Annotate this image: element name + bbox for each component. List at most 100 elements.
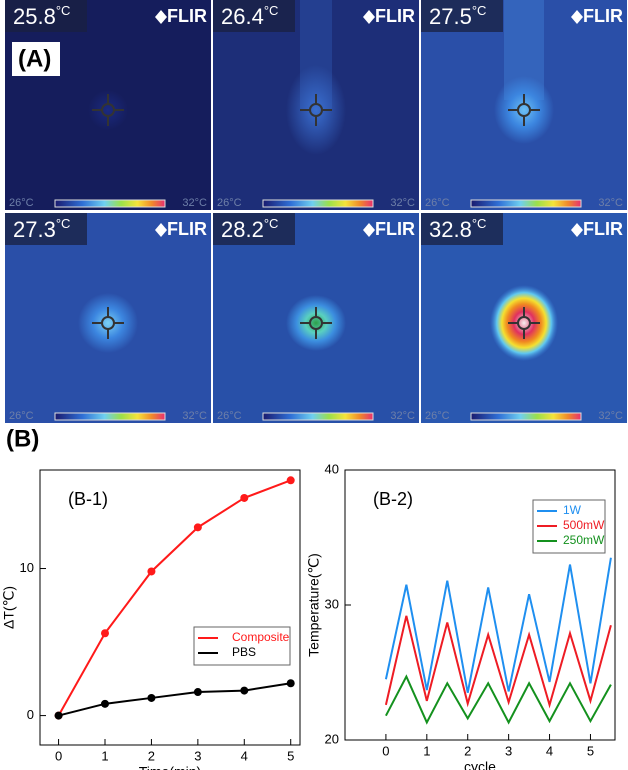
panel-label: (B) — [6, 425, 39, 452]
plot-frame — [39, 469, 301, 746]
flir-logo: FLIR — [375, 219, 415, 239]
x-tick-label: 2 — [148, 748, 155, 763]
temperature-reading: 32.8°C — [429, 216, 486, 241]
data-point — [240, 686, 249, 695]
flir-icon — [155, 223, 167, 237]
data-point — [193, 523, 202, 532]
crosshair — [508, 94, 540, 126]
crosshair — [300, 94, 332, 126]
reading-unit: °C — [56, 216, 71, 231]
y-tick-label: 40 — [325, 461, 339, 476]
flir-logo: FLIR — [583, 6, 623, 26]
reading-value: 27.5 — [429, 4, 472, 29]
chart-title: (B-1) — [68, 489, 108, 509]
scale-max: 32°C — [598, 197, 623, 209]
scale-min: 26°C — [9, 410, 34, 422]
data-point — [240, 493, 249, 502]
reading-unit: °C — [264, 3, 279, 18]
data-point — [54, 711, 63, 720]
panel-label: (A) — [18, 45, 51, 72]
reading-box — [5, 213, 87, 245]
data-point — [286, 679, 295, 688]
temperature-reading: 28.2°C — [221, 216, 278, 241]
x-tick-label: 2 — [464, 743, 471, 758]
hot-spot — [88, 90, 128, 130]
series-line — [57, 479, 292, 717]
series-line — [385, 674, 612, 725]
reading-box — [421, 0, 503, 32]
y-axis-label: Temperature(℃) — [306, 553, 322, 657]
hot-spot — [286, 295, 346, 351]
x-tick-label: 1 — [423, 743, 430, 758]
crosshair — [508, 307, 540, 339]
hot-spot — [286, 65, 346, 155]
legend-label: 500mW — [563, 518, 605, 532]
flir-logo: FLIR — [375, 6, 415, 26]
scale-min: 26°C — [217, 197, 242, 209]
flir-icon — [571, 10, 583, 24]
reading-unit: °C — [472, 3, 487, 18]
data-point — [147, 567, 156, 576]
flir-icon — [571, 223, 583, 237]
flir-logo: FLIR — [583, 219, 623, 239]
data-point — [193, 688, 202, 697]
scale-max: 32°C — [598, 410, 623, 422]
label-box — [12, 42, 60, 76]
crosshair — [92, 307, 124, 339]
color-bar — [262, 199, 374, 208]
series-line — [384, 615, 612, 709]
reading-value: 32.8 — [429, 217, 472, 242]
chart-title: (B-2) — [373, 489, 413, 509]
flir-icon — [155, 10, 167, 24]
data-point — [101, 629, 109, 638]
thermal-image: 32.8°C FLIR 26°C 32°C — [421, 213, 627, 423]
y-tick-label: 10 — [20, 560, 34, 575]
x-tick-label: 5 — [587, 743, 594, 758]
x-axis-label: cycle — [464, 759, 496, 770]
thermal-image: 25.8°C FLIR 26°C 32°C — [5, 0, 211, 210]
hot-spot — [494, 76, 554, 144]
legend-box — [193, 626, 291, 666]
legend-label: Composite — [232, 630, 290, 644]
reading-unit: °C — [56, 3, 71, 18]
temperature-reading: 26.4°C — [221, 3, 278, 28]
reading-value: 27.3 — [13, 217, 56, 242]
x-axis-label: Time(min) — [139, 764, 201, 770]
temperature-reading: 27.3°C — [13, 216, 70, 241]
x-tick-label: 1 — [101, 748, 108, 763]
crosshair — [92, 94, 124, 126]
scale-max: 32°C — [182, 410, 207, 422]
series-line — [384, 557, 612, 693]
hot-spot — [490, 285, 558, 361]
x-tick-label: 3 — [194, 748, 201, 763]
flir-logo: FLIR — [167, 6, 207, 26]
reading-box — [421, 213, 503, 245]
x-tick-label: 0 — [55, 748, 62, 763]
y-tick-label: 30 — [325, 596, 339, 611]
x-tick-label: 0 — [382, 743, 389, 758]
reading-box — [213, 213, 295, 245]
flir-logo: FLIR — [167, 219, 207, 239]
x-tick-label: 5 — [287, 748, 294, 763]
data-point — [101, 699, 109, 708]
flir-icon — [363, 223, 375, 237]
thermal-image: 26.4°C FLIR 26°C 32°C — [213, 0, 419, 210]
series-line — [58, 682, 291, 717]
x-tick-label: 3 — [505, 743, 512, 758]
thermal-image: 27.5°C FLIR 26°C 32°C — [421, 0, 627, 210]
thermal-image: 27.3°C FLIR 26°C 32°C — [5, 213, 211, 423]
thermal-image: 28.2°C FLIR 26°C 32°C — [213, 213, 419, 423]
x-tick-label: 4 — [241, 748, 248, 763]
reading-value: 28.2 — [221, 217, 264, 242]
reading-value: 25.8 — [13, 4, 56, 29]
scale-max: 32°C — [390, 410, 415, 422]
scale-max: 32°C — [390, 197, 415, 209]
reading-box — [213, 0, 295, 32]
legend-label: PBS — [232, 645, 256, 659]
reading-unit: °C — [264, 216, 279, 231]
temperature-reading: 27.5°C — [429, 3, 486, 28]
scale-min: 26°C — [217, 410, 242, 422]
x-tick-label: 4 — [546, 743, 553, 758]
color-bar — [54, 412, 166, 421]
